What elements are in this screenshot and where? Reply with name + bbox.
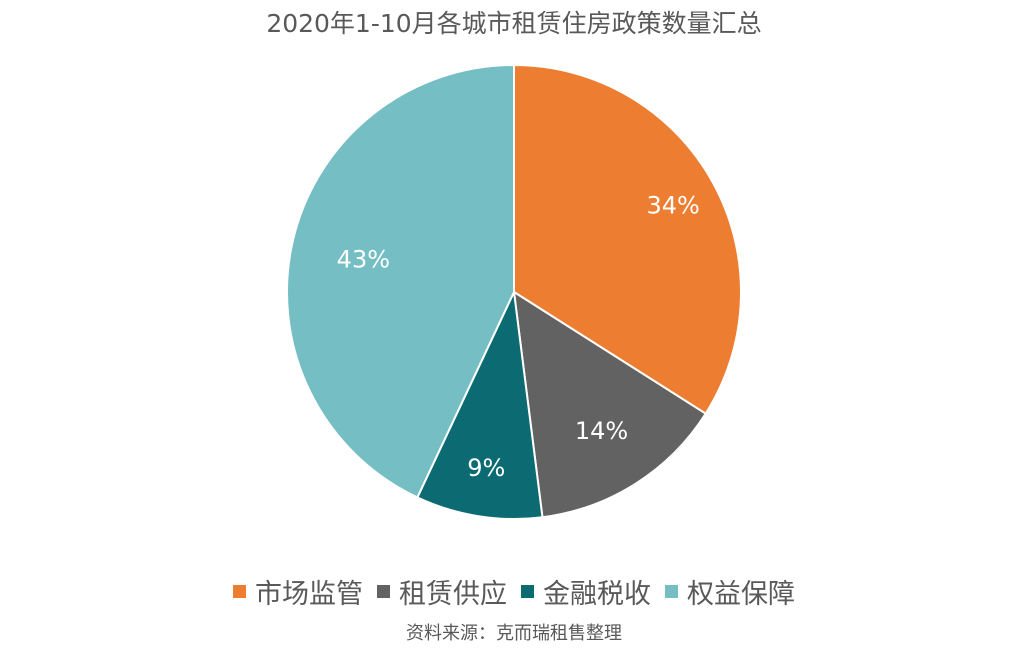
legend-item-rental-supply: 租赁供应 bbox=[377, 572, 507, 611]
slice-finance-tax bbox=[416, 288, 544, 520]
legend-label: 租赁供应 bbox=[399, 579, 507, 610]
legend-label: 权益保障 bbox=[687, 579, 795, 610]
slice-rights-protection bbox=[286, 63, 515, 499]
slice-market-regulation bbox=[513, 63, 742, 416]
slice-rental-supply bbox=[512, 290, 708, 519]
legend-item-market-regulation: 市场监管 bbox=[233, 572, 363, 611]
slice-value-label: 9% bbox=[467, 454, 505, 482]
legend-swatch bbox=[377, 585, 390, 598]
legend-label: 市场监管 bbox=[255, 579, 363, 610]
legend-swatch bbox=[665, 585, 678, 598]
legend: 市场监管 租赁供应 金融税收 权益保障 bbox=[0, 572, 1028, 611]
slice-value-label: 14% bbox=[575, 417, 628, 445]
legend-item-rights-protection: 权益保障 bbox=[665, 572, 795, 611]
slice-value-label: 34% bbox=[646, 192, 699, 220]
slice-value-label: 43% bbox=[337, 245, 390, 273]
legend-swatch bbox=[233, 585, 246, 598]
legend-swatch bbox=[521, 585, 534, 598]
source-note: 资料来源：克而瑞租售整理 bbox=[406, 623, 622, 644]
legend-item-finance-tax: 金融税收 bbox=[521, 572, 651, 611]
chart-title: 2020年1-10月各城市租赁住房政策数量汇总 bbox=[266, 9, 762, 38]
legend-label: 金融税收 bbox=[543, 579, 651, 610]
